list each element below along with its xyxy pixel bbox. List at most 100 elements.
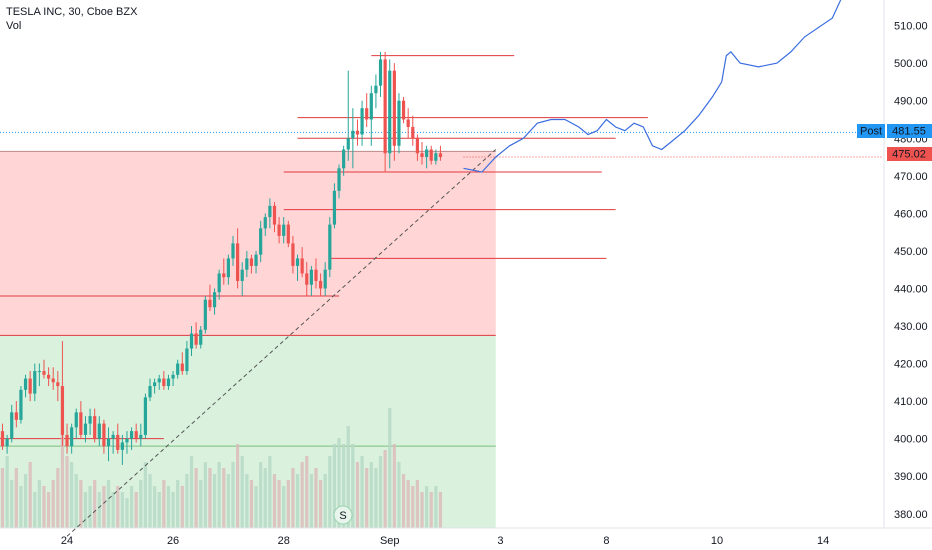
candle <box>185 341 189 375</box>
volume-bar <box>369 462 373 528</box>
volume-bar <box>346 426 350 528</box>
candle <box>259 220 263 263</box>
candle-body <box>171 374 175 379</box>
volume-bar <box>342 444 346 528</box>
candle-body <box>286 224 290 244</box>
volume-bar <box>79 480 83 528</box>
candle <box>282 217 286 244</box>
candle <box>129 427 134 450</box>
candle-body <box>47 374 51 379</box>
price-tick-label: 380.00 <box>894 509 928 521</box>
candle-body <box>355 130 360 135</box>
volume-bar <box>300 462 304 528</box>
volume-bar <box>106 480 111 528</box>
price-tick-label: 450.00 <box>894 246 928 258</box>
candle-body <box>388 70 392 154</box>
candle-body <box>139 434 143 439</box>
candle <box>254 250 258 274</box>
candle <box>166 374 171 390</box>
candle <box>79 401 83 439</box>
volume-bar <box>10 480 14 528</box>
candle-body <box>365 108 369 120</box>
candle <box>286 220 290 248</box>
volume-bar <box>51 480 55 528</box>
volume-bar <box>171 492 175 528</box>
candle <box>323 262 327 296</box>
candle-body <box>415 138 419 154</box>
candle-body <box>199 329 203 345</box>
symbol-title: TESLA INC, 30, Cboe BZX <box>6 6 138 18</box>
candle-body <box>401 100 406 120</box>
candle <box>148 378 152 402</box>
candlesticks <box>0 51 443 465</box>
volume-bar <box>305 456 309 528</box>
candle <box>157 374 161 390</box>
candle-body <box>83 423 88 435</box>
volume-bar <box>28 462 32 528</box>
candle-body <box>28 378 32 394</box>
volume-bar <box>212 474 217 528</box>
candle-body <box>19 389 23 420</box>
candle-body <box>153 382 157 387</box>
candle-body <box>14 412 18 420</box>
volume-bar <box>65 456 69 528</box>
volume-bar <box>93 480 97 528</box>
candle <box>23 374 28 398</box>
candle-body <box>70 427 74 447</box>
candle <box>56 371 60 402</box>
price-tick-label: 410.00 <box>894 396 928 408</box>
candle-body <box>10 412 14 439</box>
candle-body <box>217 273 221 293</box>
candle <box>194 322 198 349</box>
candle-body <box>277 224 281 236</box>
candle-body <box>189 333 194 349</box>
candle-body <box>5 438 9 447</box>
candle <box>47 367 51 387</box>
candle <box>365 93 369 127</box>
volume-bar <box>116 486 120 528</box>
volume-bar <box>378 456 383 528</box>
candle <box>291 235 295 274</box>
candle-body <box>74 412 78 428</box>
candle <box>208 284 212 311</box>
candle <box>351 108 355 169</box>
volume-bar <box>60 414 65 528</box>
candle <box>19 386 23 424</box>
volume-bar <box>120 492 124 528</box>
candle-body <box>129 431 134 439</box>
volume-bar <box>295 474 300 528</box>
dividend-marker-label[interactable]: S <box>339 510 346 522</box>
candle-body <box>314 269 318 281</box>
volume-bar <box>217 462 221 528</box>
candle <box>406 108 410 139</box>
volume-bar <box>272 474 277 528</box>
volume-bar <box>406 480 410 528</box>
volume-bar <box>166 486 171 528</box>
candle <box>97 416 101 447</box>
candle-body <box>212 292 217 308</box>
candle-body <box>97 423 101 439</box>
candle <box>5 434 9 454</box>
time-tick-label: 10 <box>711 535 723 547</box>
volume-bar <box>97 492 101 528</box>
candle-body <box>438 153 443 158</box>
candle-body <box>23 378 28 390</box>
volume-bar <box>189 456 194 528</box>
volume-bar <box>236 444 240 528</box>
candle <box>245 250 249 278</box>
volume-bar <box>328 456 332 528</box>
candle <box>10 404 14 443</box>
candle-body <box>162 378 166 387</box>
candle <box>272 202 277 233</box>
candle-body <box>180 363 184 372</box>
volume-bar <box>139 480 143 528</box>
candle-body <box>0 431 5 447</box>
price-tick-label: 420.00 <box>894 359 928 371</box>
candle <box>33 363 37 402</box>
volume-bar <box>42 486 46 528</box>
candle <box>360 100 364 146</box>
volume-bar <box>249 480 254 528</box>
volume-bar <box>425 486 429 528</box>
volume-bar <box>429 492 433 528</box>
